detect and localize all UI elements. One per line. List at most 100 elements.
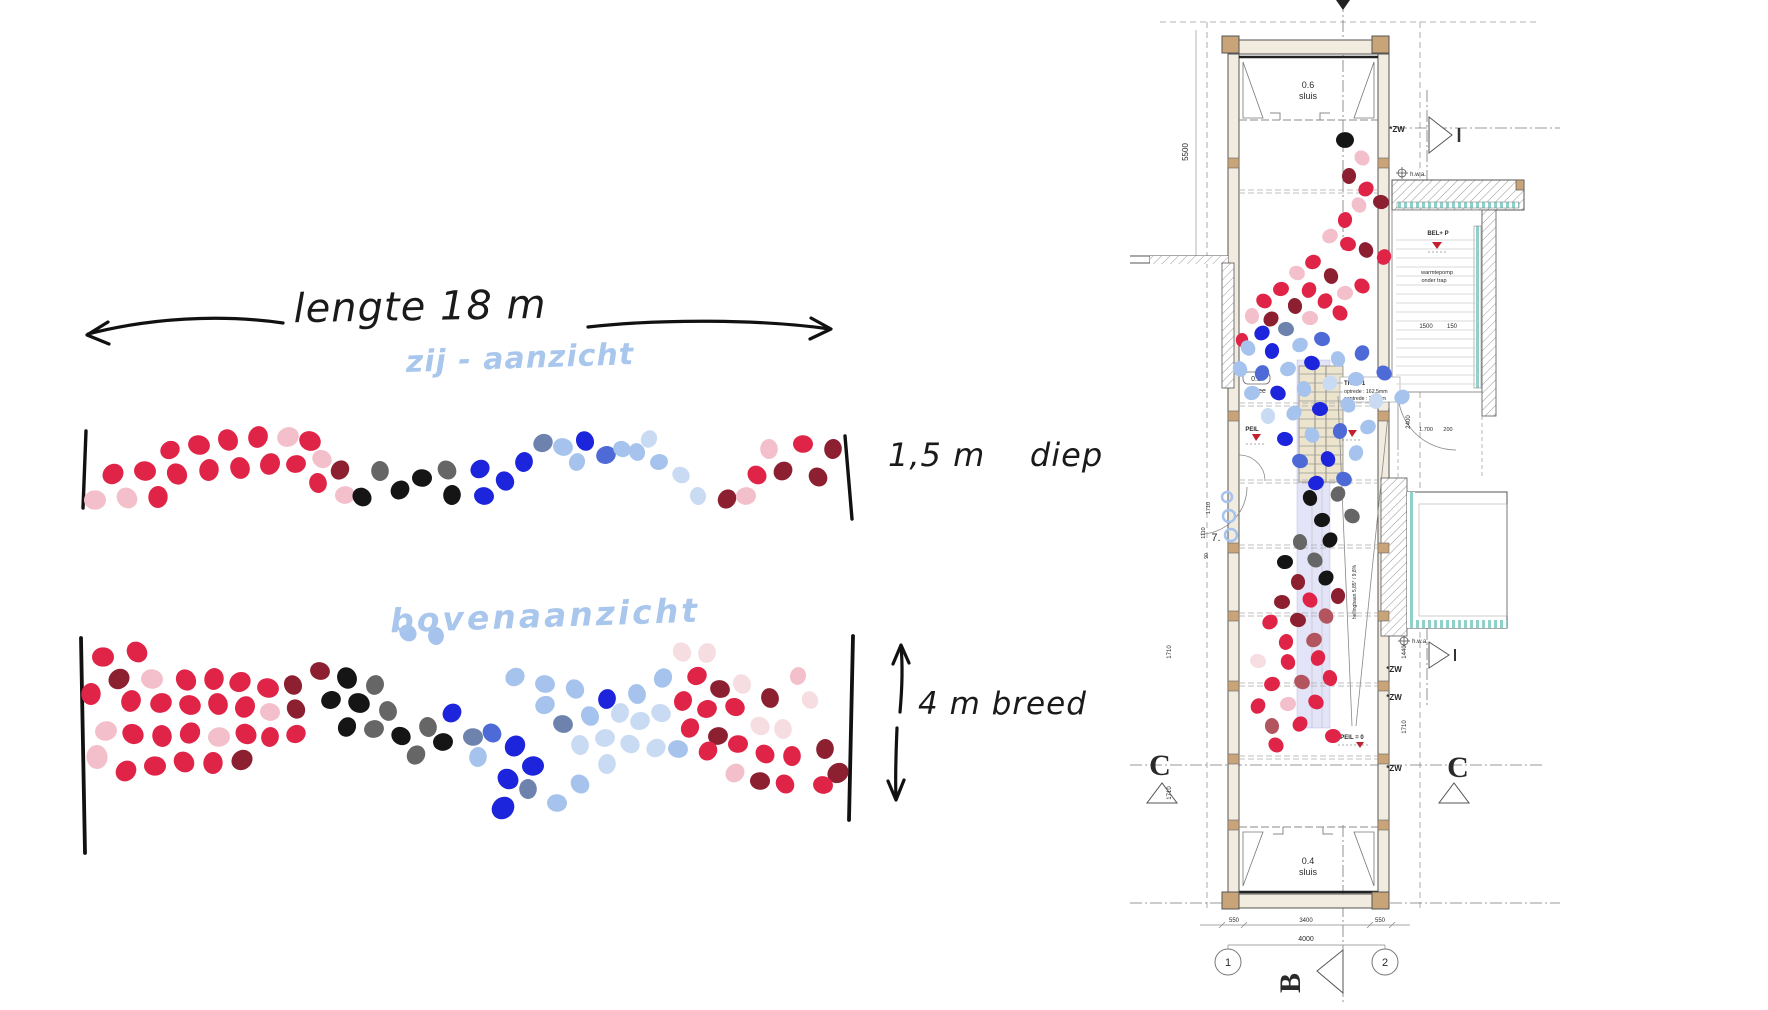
paint-dot [672, 642, 692, 662]
plan-label: h.w.a. [1412, 639, 1428, 645]
plan-label: 90 [1204, 553, 1210, 559]
paint-dot [1330, 486, 1346, 502]
outline-paint-dots [1220, 490, 1239, 543]
paint-dot [553, 715, 573, 733]
paint-dot [680, 718, 700, 738]
paint-dot [1358, 242, 1374, 258]
paint-dot [337, 717, 357, 737]
plan-label: *ZW [1386, 693, 1402, 702]
paint-dot [613, 440, 631, 458]
paint-dot [1264, 343, 1280, 359]
paint-dot [134, 461, 156, 481]
paint-dot [1289, 265, 1305, 281]
paint-dot [1304, 427, 1320, 443]
plan-label: 0.4 [1302, 856, 1315, 866]
paint-dot [366, 675, 384, 695]
paint-dot [443, 485, 461, 505]
paint-dot [1337, 285, 1353, 301]
plan-label: 1 [1225, 957, 1231, 969]
paint-dot [1336, 471, 1352, 487]
paint-dot [1332, 423, 1348, 439]
paint-dot [199, 459, 219, 481]
paint-dot [1240, 340, 1256, 356]
paint-dot [115, 760, 137, 782]
paint-dot [86, 745, 108, 769]
paint-dot [775, 774, 795, 794]
plan-label: onder trap [1421, 278, 1446, 284]
plan-label: 0.5 [1251, 376, 1261, 383]
paint-dot [668, 740, 688, 758]
paint-dot [1250, 698, 1266, 714]
paint-dot [717, 489, 737, 509]
paint-dot [84, 490, 106, 510]
paint-dot [595, 729, 615, 747]
paint-dot [1277, 554, 1293, 570]
paint-dot [399, 624, 417, 642]
paint-dot [121, 690, 141, 712]
floor-lines-and-columns [1227, 157, 1478, 831]
plan-label: 550 [1229, 918, 1240, 924]
paint-dot [390, 480, 410, 500]
paint-dot [1308, 475, 1324, 491]
paint-dot [1264, 718, 1280, 734]
hwa-symbol [1396, 167, 1410, 647]
paint-dot [1360, 419, 1376, 435]
paint-dot [1322, 228, 1338, 244]
paint-dot [1292, 337, 1308, 353]
paint-dot [1318, 570, 1334, 586]
paint-dot [277, 427, 299, 447]
plan-label: 150 [1447, 324, 1458, 330]
paint-dot [203, 752, 223, 774]
paint-dot [286, 455, 306, 473]
paint-dot [491, 796, 515, 820]
plan-label: aantrede : 275mm [1344, 396, 1386, 402]
paint-dot [1270, 385, 1286, 401]
paint-dot [208, 727, 230, 747]
paint-dot [698, 643, 716, 663]
plan-label: BEL+ P [1427, 231, 1448, 237]
paint-dot [1340, 397, 1356, 413]
paint-dot [364, 720, 384, 738]
plan-label: 1.700 [1419, 427, 1433, 433]
plan-label: C [1447, 751, 1469, 784]
paint-dot [783, 746, 801, 766]
paint-dot [175, 669, 197, 691]
plan-paint-dots-layer [1232, 132, 1410, 753]
plan-label: 1710 [1402, 720, 1408, 734]
paint-dot [824, 439, 842, 459]
plan-label: 1440 [1402, 645, 1408, 659]
paint-dot [580, 706, 600, 726]
paint-dot [1341, 168, 1357, 184]
paint-dot [774, 719, 792, 739]
paint-dot [419, 717, 437, 737]
paint-dot [152, 725, 172, 747]
plan-label: B [1274, 973, 1307, 993]
paint-dot [330, 460, 350, 480]
paint-dot [1314, 512, 1330, 528]
plan-label: C [1149, 749, 1171, 782]
paint-dot [1278, 321, 1294, 337]
paint-dot [725, 763, 745, 783]
paint-dot [568, 453, 586, 471]
paint-dot [1302, 592, 1318, 608]
paint-dot [1277, 431, 1293, 447]
paint-dot [235, 696, 255, 718]
paint-dot [519, 779, 537, 799]
paint-dot [728, 735, 748, 753]
paint-dot [1337, 212, 1353, 228]
plan-label: hellingbaan 5,85° / 9,8% [1352, 564, 1358, 619]
paint-dot [504, 735, 526, 757]
paint-dot [533, 433, 553, 453]
paint-dot [1358, 181, 1374, 197]
plan-label: 2400 [1406, 415, 1412, 429]
paint-dot [1302, 310, 1318, 326]
paint-dot [690, 487, 706, 505]
paint-dot [761, 688, 779, 708]
paint-dot [1280, 654, 1296, 670]
paint-dot [1290, 612, 1306, 628]
paint-dot [463, 728, 483, 746]
paint-dot [1348, 371, 1364, 387]
plan-label: warmtepomp [1420, 270, 1453, 276]
paint-dot [650, 454, 668, 470]
paint-dot [1330, 588, 1346, 604]
